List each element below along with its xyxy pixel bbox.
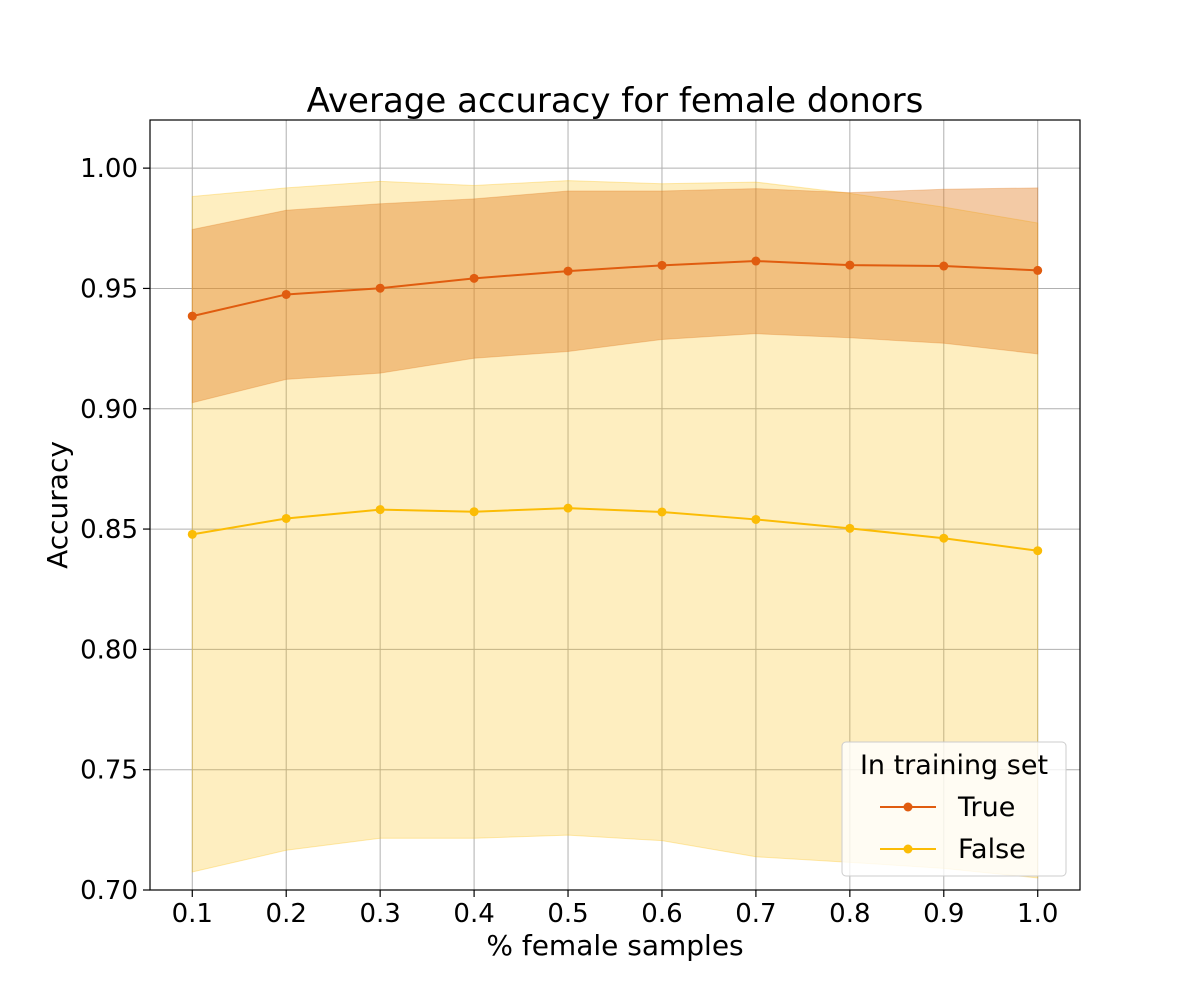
data-point-true <box>1033 265 1043 275</box>
data-point-false <box>1033 546 1043 556</box>
y-tick-label: 0.80 <box>80 635 138 665</box>
data-point-true <box>939 261 949 271</box>
y-tick-label: 0.75 <box>80 756 138 786</box>
x-tick-label: 0.2 <box>266 899 307 929</box>
series-line-true <box>192 260 1038 318</box>
data-point-false <box>939 533 949 543</box>
plot-frame <box>149 119 1081 891</box>
legend-label-false: False <box>958 834 1026 865</box>
legend-label-true: True <box>957 792 1015 823</box>
legend-marker-true <box>903 802 913 812</box>
line-layer <box>187 256 1043 556</box>
legend-title: In training set <box>860 750 1048 781</box>
y-tick-label: 1.00 <box>80 154 138 184</box>
y-tick-label: 0.90 <box>80 395 138 425</box>
x-tick-label: 0.9 <box>923 899 964 929</box>
data-point-true <box>469 273 479 283</box>
y-tick-label: 0.70 <box>80 876 138 906</box>
data-point-false <box>563 503 573 513</box>
data-point-false <box>281 513 291 523</box>
data-point-true <box>375 283 385 293</box>
data-point-true <box>187 311 197 321</box>
y-tick-label: 0.95 <box>80 274 138 304</box>
x-axis-label: % female samples <box>486 929 743 962</box>
x-tick-label: 0.3 <box>359 899 400 929</box>
x-tick-label: 0.6 <box>641 899 682 929</box>
x-tick-label: 0.5 <box>547 899 588 929</box>
data-point-false <box>187 529 197 539</box>
data-point-true <box>751 256 761 266</box>
x-tick-label: 1.0 <box>1017 899 1058 929</box>
data-point-false <box>657 507 667 517</box>
data-point-false <box>469 507 479 517</box>
x-tick-label: 0.4 <box>453 899 494 929</box>
chart-title: Average accuracy for female donors <box>307 81 924 121</box>
legend: In training set True False <box>841 741 1067 877</box>
legend-marker-false <box>903 844 913 854</box>
data-point-false <box>845 523 855 533</box>
data-point-false <box>375 505 385 515</box>
band-layer <box>191 180 1039 879</box>
data-point-true <box>281 289 291 299</box>
x-tick-label: 0.7 <box>735 899 776 929</box>
band-true <box>191 187 1039 404</box>
legend-box <box>841 741 1067 877</box>
y-axis-label: Accuracy <box>41 441 74 569</box>
x-tick-label: 0.8 <box>829 899 870 929</box>
data-point-true <box>563 266 573 276</box>
data-point-true <box>657 260 667 270</box>
tick-layer: 0.1 0.2 0.3 0.4 0.5 0.6 0.7 0.8 0.9 1.0 0.70 0.75 0.… <box>80 154 1058 929</box>
series-line-false <box>192 507 1038 552</box>
data-point-true <box>845 260 855 270</box>
band-false <box>191 180 1039 879</box>
x-tick-label: 0.1 <box>172 899 213 929</box>
y-tick-label: 0.85 <box>80 515 138 545</box>
data-point-false <box>751 514 761 524</box>
